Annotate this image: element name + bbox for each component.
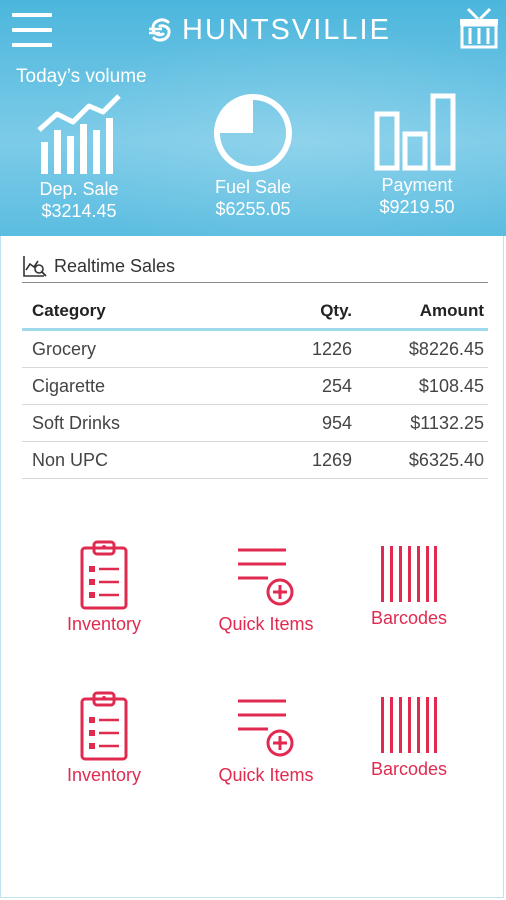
table-row[interactable]: Non UPC 1269 $6325.40: [22, 441, 488, 479]
quick-items-button[interactable]: Quick Items: [201, 546, 331, 635]
column-header-category: Category: [22, 294, 282, 331]
sales-table: Category Qty. Amount Grocery 1226 $8226.…: [22, 294, 488, 479]
cell-qty: 1269: [282, 441, 352, 479]
cell-category: Cigarette: [22, 367, 282, 405]
tile-label: Barcodes: [370, 608, 448, 628]
tile-label: Quick Items: [218, 614, 314, 634]
table-row[interactable]: Grocery 1226 $8226.45: [22, 329, 488, 368]
brand-logo-icon: [149, 18, 171, 42]
menu-icon-line: [12, 43, 52, 47]
tile-label: Inventory: [66, 614, 142, 634]
cell-qty: 954: [282, 404, 352, 442]
inventory-button[interactable]: Inventory: [39, 540, 169, 635]
stat-dep-sale[interactable]: Dep. Sale $3214.45: [24, 92, 134, 222]
tile-label: Barcodes: [370, 759, 448, 779]
stat-name: Dep. Sale: [39, 179, 119, 199]
tile-label: Inventory: [66, 765, 142, 785]
realtime-sales-title: Realtime Sales: [54, 256, 176, 276]
basket-button[interactable]: [458, 5, 500, 49]
cell-category: Grocery: [22, 329, 282, 368]
cell-amount: $108.45: [352, 367, 488, 405]
header-banner: HUNTSVILLIE Today’s volume Dep. Sal: [0, 0, 506, 236]
stat-value: $6255.05: [215, 199, 291, 219]
table-row[interactable]: Cigarette 254 $108.45: [22, 367, 488, 405]
bar-chart-icon: [374, 93, 456, 171]
menu-icon-line: [12, 13, 52, 17]
pie-chart-icon: [214, 94, 292, 172]
stat-name: Fuel Sale: [214, 177, 292, 197]
realtime-sales-header: Realtime Sales: [22, 254, 488, 283]
clipboard-icon: [80, 691, 128, 761]
barcodes-button[interactable]: Barcodes: [344, 544, 474, 629]
tile-label: Quick Items: [218, 765, 314, 785]
add-list-icon: [238, 699, 294, 757]
stat-name: Payment: [381, 175, 453, 195]
cell-qty: 254: [282, 367, 352, 405]
cell-qty: 1226: [282, 329, 352, 368]
quick-items-button[interactable]: Quick Items: [201, 697, 331, 786]
inventory-button[interactable]: Inventory: [39, 691, 169, 786]
analytics-search-icon: [23, 256, 47, 277]
todays-volume-label: Today’s volume: [16, 66, 147, 87]
table-row[interactable]: Soft Drinks 954 $1132.25: [22, 404, 488, 442]
stat-value: $3214.45: [41, 201, 117, 221]
menu-button[interactable]: [12, 13, 52, 47]
basket-icon: [460, 7, 498, 49]
add-list-icon: [238, 548, 294, 606]
stat-payment[interactable]: Payment $9219.50: [362, 92, 472, 218]
cell-amount: $6325.40: [352, 441, 488, 479]
barcode-icon: [381, 546, 437, 602]
cell-category: Non UPC: [22, 441, 282, 479]
barcodes-button[interactable]: Barcodes: [344, 695, 474, 780]
clipboard-icon: [80, 540, 128, 610]
brand: HUNTSVILLIE: [146, 10, 391, 50]
stat-fuel-sale[interactable]: Fuel Sale $6255.05: [198, 92, 308, 220]
top-bar: HUNTSVILLIE: [0, 0, 506, 60]
cell-category: Soft Drinks: [22, 404, 282, 442]
cell-amount: $1132.25: [352, 404, 488, 442]
table-header-row: Category Qty. Amount: [22, 294, 488, 331]
stat-value: $9219.50: [379, 197, 455, 217]
menu-icon-line: [12, 28, 52, 32]
cell-amount: $8226.45: [352, 329, 488, 368]
barcode-icon: [381, 697, 437, 753]
column-header-amount: Amount: [352, 294, 488, 331]
app-title: HUNTSVILLIE: [182, 13, 391, 46]
column-header-qty: Qty.: [282, 294, 352, 331]
line-chart-icon: [37, 94, 121, 174]
